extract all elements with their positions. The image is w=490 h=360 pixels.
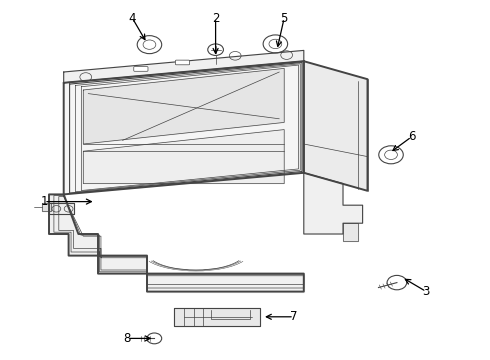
Polygon shape (83, 68, 284, 144)
Text: 6: 6 (408, 130, 416, 143)
Text: 2: 2 (212, 12, 220, 24)
Polygon shape (49, 194, 304, 292)
Polygon shape (343, 223, 358, 241)
FancyBboxPatch shape (175, 60, 190, 65)
Polygon shape (49, 203, 74, 214)
Polygon shape (64, 61, 304, 194)
FancyBboxPatch shape (134, 67, 148, 71)
Polygon shape (64, 50, 304, 83)
Polygon shape (42, 203, 51, 211)
Text: 7: 7 (290, 310, 298, 323)
Text: 3: 3 (422, 285, 430, 298)
Polygon shape (83, 130, 284, 184)
Text: 5: 5 (280, 12, 288, 24)
Text: 8: 8 (123, 332, 131, 345)
Polygon shape (304, 61, 368, 191)
Polygon shape (304, 173, 363, 234)
Polygon shape (174, 308, 260, 326)
Text: 4: 4 (128, 12, 136, 24)
Text: 1: 1 (40, 195, 48, 208)
